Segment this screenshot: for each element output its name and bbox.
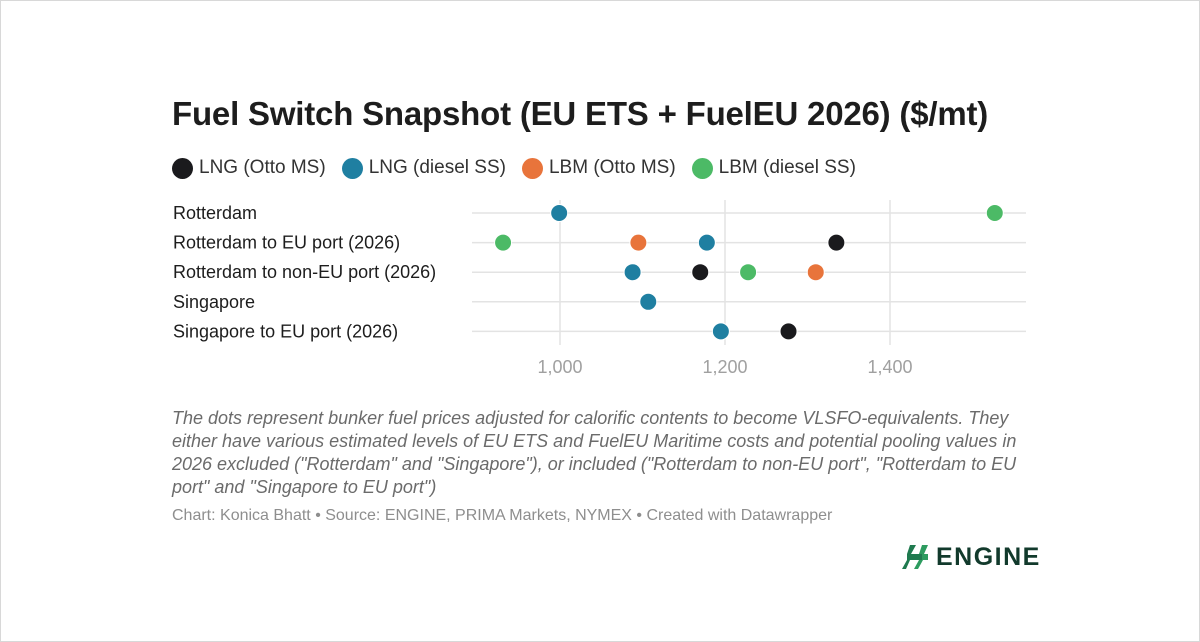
legend-label: LBM (diesel SS) (718, 157, 856, 178)
legend-marker (172, 157, 193, 179)
data-point (691, 263, 710, 282)
chart-credit: Chart: Konica Bhatt • Source: ENGINE, PR… (172, 507, 833, 524)
legend-label: LBM (Otto MS) (548, 157, 676, 178)
data-point (806, 263, 825, 282)
data-point (985, 204, 1004, 222)
row-label: Rotterdam (173, 203, 257, 223)
chart-notes: The dots represent bunker fuel prices ad… (172, 408, 1017, 497)
data-point (827, 233, 846, 252)
engine-logo-icon (902, 545, 928, 569)
x-tick-label: 1,400 (867, 357, 912, 377)
legend: LNG (Otto MS) LNG (diesel SS) LBM (Otto MS… (172, 155, 872, 181)
data-point (697, 233, 716, 252)
legend-item: LBM (diesel SS) (691, 157, 856, 179)
row-label: Rotterdam to EU port (2026) (173, 233, 400, 253)
chart-title: Fuel Switch Snapshot (EU ETS + FuelEU 20… (172, 95, 989, 132)
data-point (779, 322, 798, 341)
engine-logo-text: ENGINE (936, 542, 1041, 571)
legend-item: LNG (diesel SS) (341, 157, 506, 179)
data-point (550, 204, 569, 222)
row-label: Singapore to EU port (2026) (173, 321, 398, 341)
legend-item: LBM (Otto MS) (521, 157, 676, 179)
legend-label: LNG (diesel SS) (368, 157, 506, 178)
data-point (711, 322, 730, 341)
legend-item: LNG (Otto MS) (172, 157, 326, 179)
data-point (629, 233, 648, 252)
x-tick-label: 1,000 (537, 357, 582, 377)
row-label: Singapore (173, 292, 255, 312)
engine-logo: ENGINE (902, 542, 1041, 572)
chart-plot: 1,000 1,200 1,400 Rotterdam Rotterdam to EU … (173, 200, 1026, 377)
data-point (494, 233, 513, 252)
data-point (739, 263, 758, 282)
x-tick-label: 1,200 (702, 357, 747, 377)
row-label: Rotterdam to non-EU port (2026) (173, 262, 436, 282)
legend-marker (691, 157, 713, 179)
data-point (639, 292, 658, 311)
legend-marker (521, 157, 543, 179)
legend-label: LNG (Otto MS) (199, 157, 326, 178)
legend-marker (341, 157, 363, 179)
data-point (623, 263, 642, 282)
